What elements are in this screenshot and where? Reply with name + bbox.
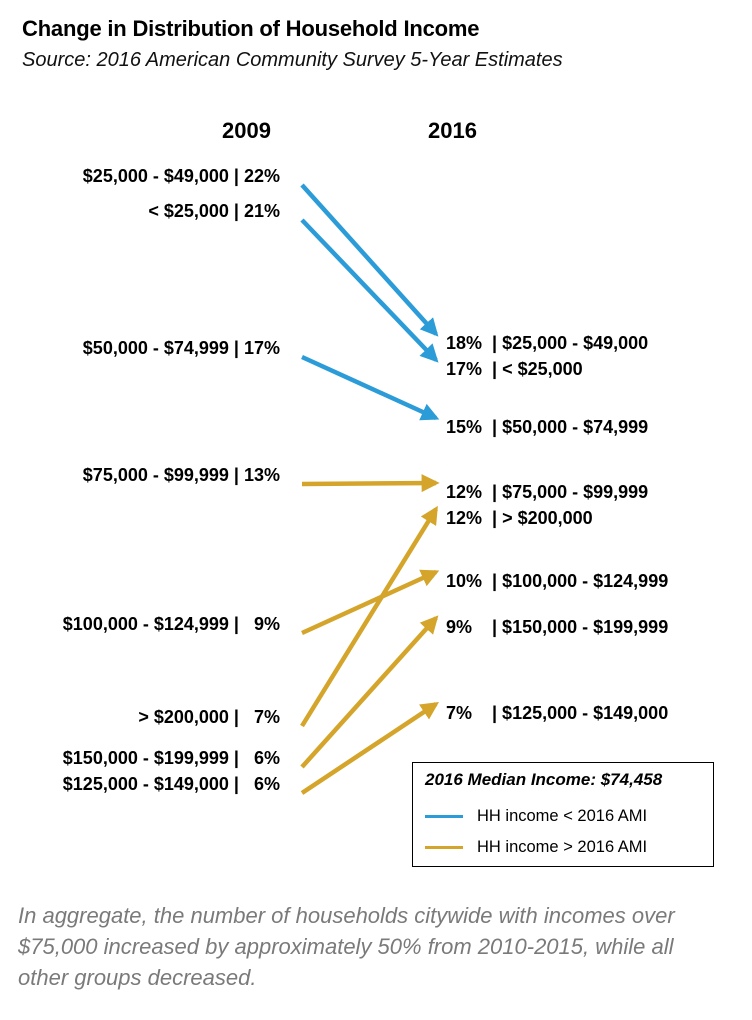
slope-chart: $25,000 - $49,000 | 22% 18% | $25,000 - $… [63, 166, 668, 795]
label-2009-4: > $200,000 | 7% [138, 707, 280, 727]
label-2009-2: $50,000 - $74,999 | 17% [83, 338, 280, 358]
column-header-2009: 2009 [222, 118, 271, 143]
label-2009-7: $125,000 - $149,000 | 6% [63, 774, 280, 794]
label-2016-0: 18% | $25,000 - $49,000 [446, 333, 648, 353]
label-2016-7: 7% | $125,000 - $149,000 [446, 703, 668, 723]
slope-arrow-1 [300, 218, 439, 363]
legend-item-above-ami: HH income > 2016 AMI [425, 836, 647, 858]
label-2009-0: $25,000 - $49,000 | 22% [83, 166, 280, 186]
legend-label-below-ami: HH income < 2016 AMI [477, 806, 648, 825]
label-2009-3: $75,000 - $99,999 | 13% [83, 465, 280, 485]
slope-arrow-2 [301, 354, 440, 421]
legend-swatch-gold [425, 845, 463, 849]
column-header-2016: 2016 [428, 118, 477, 143]
chart-title: Change in Distribution of Household Inco… [22, 16, 480, 41]
slope-arrow-5 [301, 569, 440, 636]
slope-arrow-3 [301, 474, 440, 493]
label-2009-6: $150,000 - $199,999 | 6% [63, 748, 280, 768]
caption: In aggregate, the number of households c… [18, 903, 675, 990]
label-2016-2: 15% | $50,000 - $74,999 [446, 417, 648, 437]
chart-subtitle: Source: 2016 American Community Survey 5… [22, 49, 563, 71]
slope-arrow-6 [300, 615, 439, 769]
slope-arrow-4 [300, 505, 438, 728]
legend-swatch-blue [425, 814, 463, 818]
label-2016-1: 17% | < $25,000 [446, 359, 583, 379]
slope-arrow-7 [300, 702, 439, 795]
label-2016-4: 12% | > $200,000 [446, 508, 593, 528]
label-2016-3: 12% | $75,000 - $99,999 [446, 482, 648, 502]
label-2009-5: $100,000 - $124,999 | 9% [63, 614, 280, 634]
label-2009-1: < $25,000 | 21% [148, 201, 280, 221]
legend-label-above-ami: HH income > 2016 AMI [477, 837, 648, 856]
legend-item-below-ami: HH income < 2016 AMI [425, 805, 647, 827]
legend: 2016 Median Income: $74,458 HH income < … [412, 762, 714, 867]
slope-arrow-0 [300, 183, 439, 337]
label-2016-5: 10% | $100,000 - $124,999 [446, 571, 668, 591]
legend-title: 2016 Median Income: $74,458 [425, 770, 663, 789]
label-2016-6: 9% | $150,000 - $199,999 [446, 617, 668, 637]
